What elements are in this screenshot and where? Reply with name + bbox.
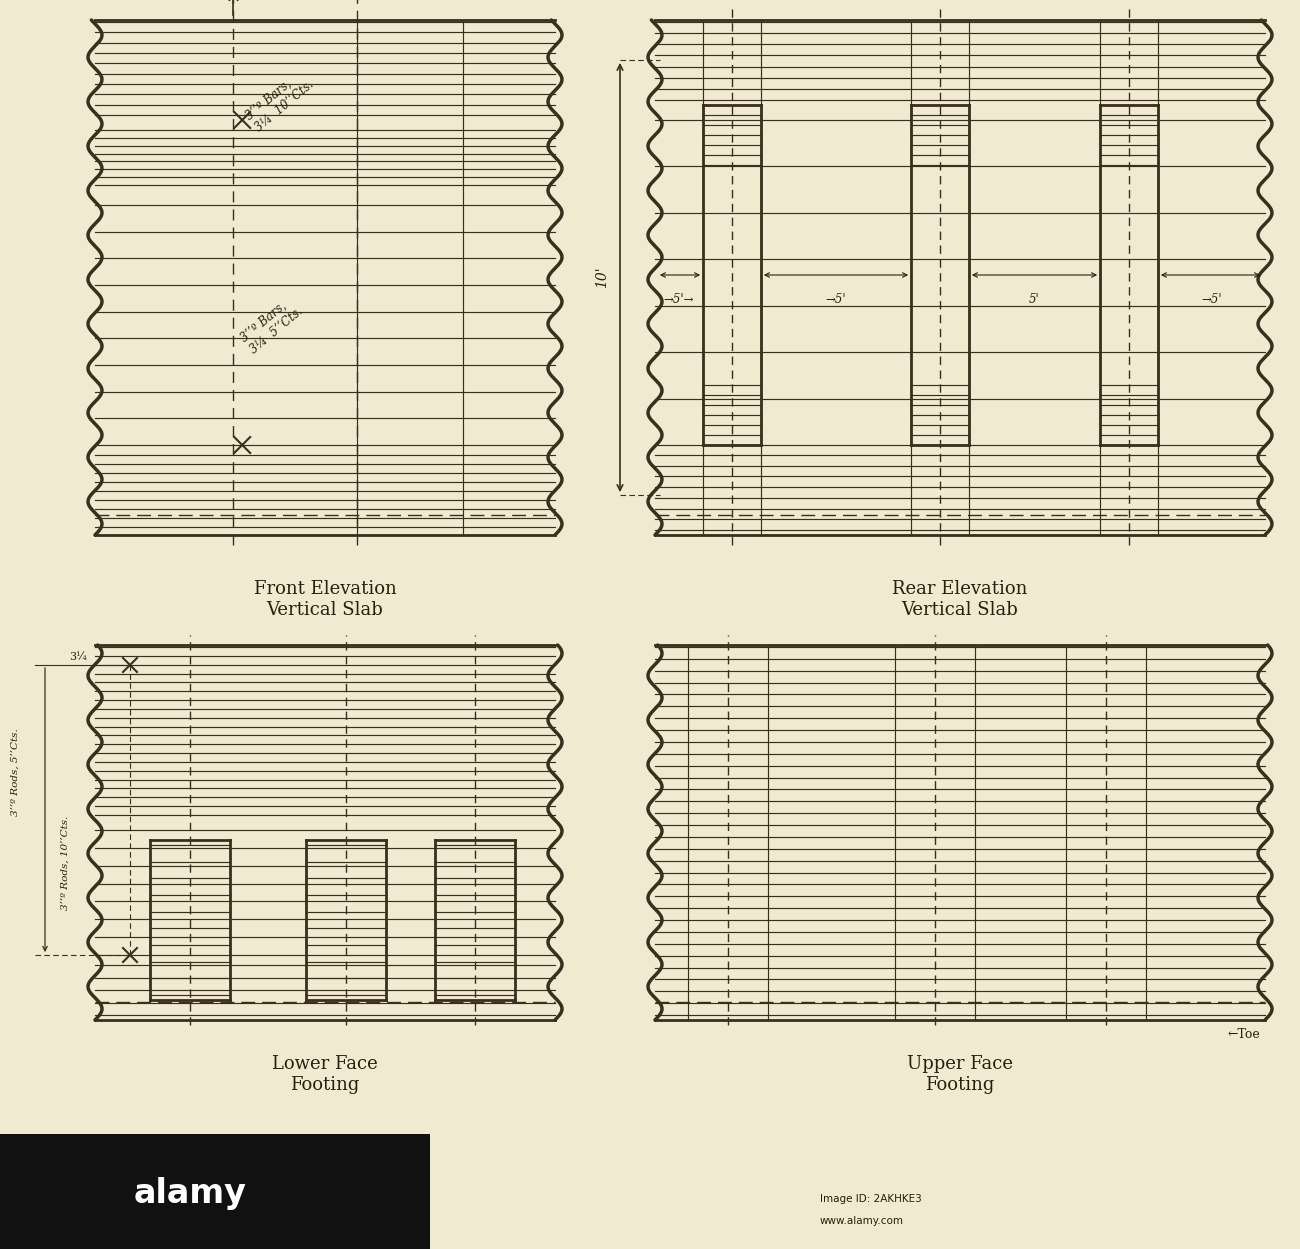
Text: www.alamy.com: www.alamy.com — [820, 1217, 903, 1227]
Text: 3’’º Rods, 10’’Cts.: 3’’º Rods, 10’’Cts. — [61, 816, 69, 909]
Text: 3’’º Bars,
3¼  5’’Cts.: 3’’º Bars, 3¼ 5’’Cts. — [238, 294, 306, 356]
Text: Image ID: 2AKHKE3: Image ID: 2AKHKE3 — [820, 1194, 922, 1204]
Bar — [0, 1134, 430, 1249]
Text: Upper Face
Footing: Upper Face Footing — [907, 1055, 1013, 1094]
Text: 3’’º Rods, 5’’Cts.: 3’’º Rods, 5’’Cts. — [10, 728, 20, 817]
Text: alamy: alamy — [134, 1178, 247, 1210]
Text: 10': 10' — [595, 267, 608, 289]
Text: Rear Elevation
Vertical Slab: Rear Elevation Vertical Slab — [892, 580, 1028, 618]
Text: Lower Face
Footing: Lower Face Footing — [272, 1055, 378, 1094]
Text: 3¼: 3¼ — [69, 652, 87, 662]
Text: →5': →5' — [826, 294, 846, 306]
Text: 3’’º Bars,
3¼  10’’Cts.: 3’’º Bars, 3¼ 10’’Cts. — [243, 66, 316, 134]
Text: Front Elevation
Vertical Slab: Front Elevation Vertical Slab — [254, 580, 396, 618]
Text: 5': 5' — [1030, 294, 1040, 306]
Text: →5': →5' — [1201, 294, 1222, 306]
Text: →5'→: →5'→ — [664, 294, 694, 306]
Text: ←Toe: ←Toe — [1227, 1028, 1260, 1040]
